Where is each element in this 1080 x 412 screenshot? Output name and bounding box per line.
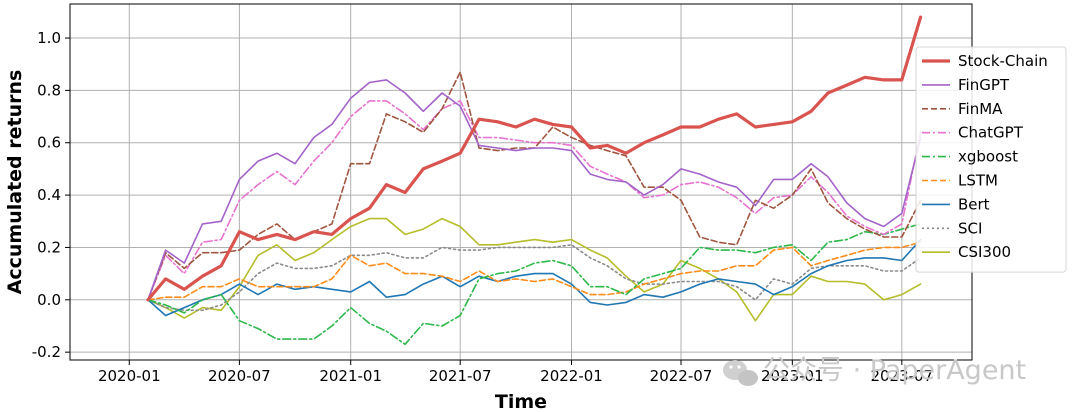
plot-frame	[69, 3, 973, 361]
x-tick-label: 2023-01	[761, 367, 824, 385]
x-tick-label: 2023-07	[870, 367, 933, 385]
x-tick-label: 2020-07	[208, 367, 271, 385]
legend-label-lstm: LSTM	[958, 172, 998, 190]
watermark-text: 公众号 · PaperAgent	[763, 355, 1026, 386]
y-axis-title: Accumulated returns	[4, 70, 26, 295]
x-tick-label: 2022-01	[540, 367, 603, 385]
legend-label-csi300: CSI300	[958, 243, 1011, 261]
series-line-fingpt	[147, 79, 922, 301]
series-line-csi300	[147, 217, 922, 322]
series-line-sci	[147, 244, 922, 312]
series-line-bert	[147, 238, 922, 317]
legend: Stock-Chain FinGPT FinMA ChatGPT xgboost LSTM…	[915, 46, 1067, 273]
legend-label-fingpt: FinGPT	[958, 76, 1010, 94]
x-tick-label: 2021-07	[429, 367, 492, 385]
x-axis-title: Time	[495, 391, 547, 412]
series-line-chatgpt	[147, 100, 922, 301]
series-line-xgboost	[147, 223, 922, 346]
axes: 2020-01 2020-07 2021-01 2021-07 2022-01 2022-…	[32, 29, 933, 385]
legend-label-finma: FinMA	[958, 100, 1003, 118]
legend-label-sci: SCI	[958, 219, 982, 237]
x-tick-label: 2021-01	[319, 367, 382, 385]
wechat-icon	[723, 360, 758, 386]
legend-box	[915, 46, 1067, 273]
y-tick-label: 0.2	[37, 238, 61, 256]
x-tick-label: 2022-07	[650, 367, 713, 385]
y-tick-label: 1.0	[37, 29, 61, 47]
y-tick-label: 0.4	[37, 186, 61, 204]
series-line-lstm	[147, 241, 922, 301]
y-tick-label: 0.6	[37, 134, 61, 152]
watermark: 公众号 · PaperAgent	[723, 355, 1026, 386]
series-layer	[146, 15, 923, 346]
series-line-stock-chain	[146, 15, 923, 302]
y-tick-label: 0.8	[37, 81, 61, 99]
grid	[70, 4, 972, 360]
series-line-finma	[147, 71, 922, 301]
legend-label-xgboost: xgboost	[958, 148, 1018, 166]
legend-label-chatgpt: ChatGPT	[958, 124, 1024, 142]
y-tick-label: 0.0	[37, 291, 61, 309]
x-tick-label: 2020-01	[98, 367, 161, 385]
legend-label-bert: Bert	[958, 195, 990, 213]
legend-label-stock-chain: Stock-Chain	[958, 52, 1048, 70]
y-tick-label: -0.2	[32, 343, 61, 361]
